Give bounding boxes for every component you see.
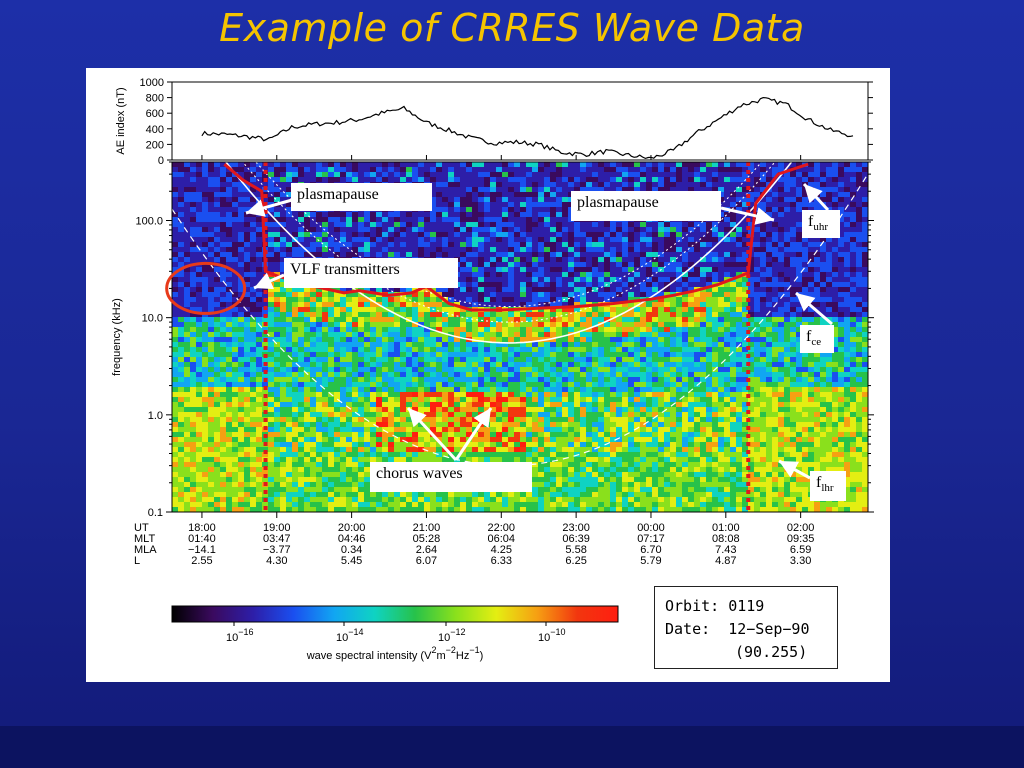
x-row-value: 06:04	[488, 533, 516, 545]
f-lhr-label: flhr	[810, 471, 846, 501]
colorbar-label: wave spectral intensity (V2m−2Hz−1)	[306, 645, 484, 662]
spectrogram-figure-svg: 1000 800 600 400 200 0 AE index (nT) 100.0 10.0 1…	[111, 77, 874, 662]
vlf-arrow	[253, 272, 285, 290]
x-row-value: 22:00	[488, 522, 516, 534]
ae-ytick-label: 800	[146, 93, 164, 105]
x-row-value: 00:00	[637, 522, 665, 534]
colorbar-tick-label: 10−12	[438, 627, 466, 644]
frequency-guide-curve	[255, 162, 763, 308]
x-row-value: 6.59	[790, 544, 811, 556]
plasmapause-callout-left: plasmapause	[291, 183, 432, 211]
slide-footer-band	[0, 726, 1024, 768]
x-row-value: 07:17	[637, 533, 665, 545]
frequency-guide-curve	[224, 162, 793, 344]
x-row-name-mla: MLA	[134, 544, 157, 556]
date-label: Date:	[665, 620, 711, 638]
x-row-value: 19:00	[263, 522, 291, 534]
slide-title: Example of CRRES Wave Data	[219, 6, 805, 50]
f-ce-arrow	[795, 291, 833, 326]
freq-ytick-label: 1.0	[148, 410, 163, 422]
orbit-info-box: Orbit: 0119 Date: 12−Sep−90 (90.255)	[654, 586, 838, 669]
x-row-value: 4.25	[491, 544, 512, 556]
x-row-value: −14.1	[188, 544, 216, 556]
x-row-value: 4.30	[266, 555, 287, 567]
freq-ytick-label: 10.0	[142, 313, 163, 325]
x-row-value: 0.34	[341, 544, 362, 556]
f-uhr-arrow	[802, 182, 830, 212]
x-row-name-l: L	[134, 555, 140, 567]
x-row-name-mlt: MLT	[134, 533, 155, 545]
plasmapause-line	[223, 162, 809, 312]
x-row-value: 5.79	[640, 555, 661, 567]
f-lhr-arrow	[778, 459, 811, 480]
x-row-value: 5.58	[565, 544, 586, 556]
frequency-axis-label: frequency (kHz)	[111, 298, 123, 376]
colorbar-tick-label: 10−10	[538, 627, 566, 644]
plasmapause-left-arrow	[245, 198, 293, 217]
plasmapause-right-arrow	[720, 206, 775, 225]
freq-ytick-label: 0.1	[148, 507, 163, 519]
x-row-value: 2.64	[416, 544, 437, 556]
spectrogram-frame	[171, 161, 869, 513]
ae-axis-label: AE index (nT)	[115, 87, 127, 154]
x-row-value: 09:35	[787, 533, 815, 545]
x-row-value: 03:47	[263, 533, 291, 545]
x-row-value: 6.70	[640, 544, 661, 556]
x-row-value: 18:00	[188, 522, 216, 534]
x-row-value: −3.77	[263, 544, 291, 556]
colorbar-tick-label: 10−16	[226, 627, 254, 644]
colorbar	[171, 605, 619, 623]
orbit-label: Orbit:	[665, 597, 720, 615]
x-row-value: 20:00	[338, 522, 366, 534]
x-row-value: 01:40	[188, 533, 216, 545]
x-row-value: 06:39	[562, 533, 590, 545]
x-row-value: 6.33	[491, 555, 512, 567]
crres-figure: 1000 800 600 400 200 0 AE index (nT) 100.0 10.0 1…	[86, 68, 890, 682]
x-row-value: 01:00	[712, 522, 740, 534]
day-of-year: (90.255)	[735, 643, 808, 661]
x-row-value: 3.30	[790, 555, 811, 567]
x-row-value: 5.45	[341, 555, 362, 567]
x-row-value: 7.43	[715, 544, 736, 556]
x-row-value: 23:00	[562, 522, 590, 534]
ae-ytick-label: 600	[146, 108, 164, 120]
ae-index-line	[201, 96, 854, 160]
freq-ytick-label: 100.0	[135, 216, 163, 228]
f-uhr-label: fuhr	[802, 210, 840, 238]
vlf-transmitters-callout: VLF transmitters	[284, 258, 458, 288]
x-row-value: 2.55	[191, 555, 212, 567]
x-row-value: 4.87	[715, 555, 736, 567]
ae-ytick-label: 1000	[140, 77, 164, 89]
x-row-value: 6.07	[416, 555, 437, 567]
chorus-right-arrow	[454, 407, 493, 461]
x-row-name-ut: UT	[134, 522, 149, 534]
colorbar-tick-label: 10−14	[336, 627, 364, 644]
ae-plot-frame	[171, 81, 869, 161]
date-value: 12−Sep−90	[728, 620, 810, 638]
x-row-value: 6.25	[565, 555, 586, 567]
x-row-value: 21:00	[413, 522, 441, 534]
x-row-value: 04:46	[338, 533, 366, 545]
x-row-value: 05:28	[413, 533, 441, 545]
f-ce-label: fce	[800, 325, 834, 353]
vlf-transmitters-circle	[165, 261, 247, 315]
ae-ytick-label: 400	[146, 124, 164, 136]
plasmapause-callout-right: plasmapause	[571, 191, 721, 221]
chorus-left-arrow	[406, 406, 458, 462]
orbit-value: 0119	[728, 597, 765, 615]
chorus-waves-callout: chorus waves	[370, 462, 532, 492]
ae-ytick-label: 0	[158, 155, 164, 167]
ae-ytick-label: 200	[146, 139, 164, 151]
spectrogram-heatmap	[172, 162, 868, 512]
x-row-value: 08:08	[712, 533, 740, 545]
x-row-value: 02:00	[787, 522, 815, 534]
